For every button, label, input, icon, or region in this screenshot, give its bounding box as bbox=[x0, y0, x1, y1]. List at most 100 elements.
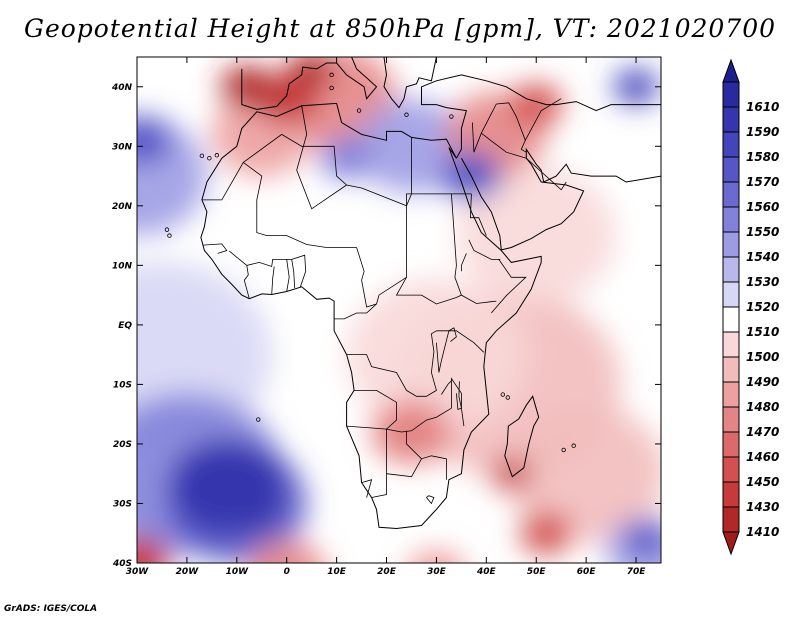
colorbar-swatch bbox=[722, 231, 740, 258]
island bbox=[329, 72, 334, 78]
colorbar-label: 1510 bbox=[746, 325, 779, 339]
colorbar-label: 1410 bbox=[746, 525, 779, 539]
lat-tick-label: 30S bbox=[113, 499, 132, 509]
colorbar-label: 1520 bbox=[746, 300, 779, 314]
border-line bbox=[456, 381, 462, 410]
lon-tick-label: 0 bbox=[284, 567, 290, 577]
island bbox=[329, 85, 334, 91]
height-feature bbox=[168, 439, 285, 533]
border-line bbox=[296, 105, 347, 210]
colorbar-label: 1550 bbox=[746, 225, 779, 239]
colorbar-swatch bbox=[722, 131, 740, 158]
colorbar-label: 1450 bbox=[746, 475, 779, 489]
axes: 30W 20W 10W 0 10E 20E 30E 40E 50E 60E 70E 40N 30N 20N… bbox=[111, 57, 661, 577]
colorbar-label: 1470 bbox=[746, 425, 779, 439]
colorbar-swatch bbox=[722, 456, 740, 483]
chart-title: Geopotential Height at 850hPa [gpm], VT:… bbox=[23, 14, 777, 43]
border-line bbox=[395, 137, 497, 305]
island bbox=[167, 233, 172, 238]
height-feature bbox=[371, 400, 452, 465]
border-line bbox=[356, 247, 407, 308]
colorbar-label: 1530 bbox=[746, 275, 779, 289]
plot-frame bbox=[136, 56, 662, 564]
island bbox=[164, 227, 170, 232]
border-line bbox=[202, 243, 228, 254]
height-feature bbox=[137, 116, 172, 165]
border-line bbox=[346, 425, 387, 498]
lon-tick-label: 20W bbox=[176, 567, 200, 577]
lon-tick-label: 10E bbox=[327, 567, 347, 577]
colorbar-swatch bbox=[722, 306, 740, 333]
island bbox=[256, 417, 261, 422]
lon-tick-label: 10W bbox=[226, 567, 250, 577]
europe-coastline bbox=[241, 57, 378, 110]
lon-tick-label: 60E bbox=[577, 567, 597, 577]
border-line bbox=[406, 430, 422, 460]
colorbar-top-arrow bbox=[722, 58, 740, 83]
height-feature bbox=[614, 69, 659, 105]
madagascar-coastline bbox=[504, 395, 540, 478]
colorbar-swatch bbox=[722, 481, 740, 508]
island bbox=[449, 114, 454, 119]
border-line bbox=[361, 479, 373, 498]
colorbar-label: 1590 bbox=[746, 125, 779, 139]
colorbar-swatch bbox=[722, 181, 740, 208]
border-line bbox=[386, 455, 447, 480]
island bbox=[571, 443, 576, 448]
border-line bbox=[472, 103, 497, 153]
colorbar-label: 1460 bbox=[746, 450, 779, 464]
height-feature bbox=[289, 57, 334, 87]
colorbar-swatch bbox=[722, 106, 740, 133]
balkans-coastline bbox=[383, 57, 437, 109]
colorbar-swatch bbox=[722, 156, 740, 183]
island bbox=[214, 153, 220, 158]
border-line bbox=[243, 162, 357, 248]
grads-credit: GrADS: IGES/COLA bbox=[4, 604, 98, 614]
lon-tick-label: 70E bbox=[627, 567, 647, 577]
lon-tick-label: 50E bbox=[527, 567, 547, 577]
colorbar-label: 1500 bbox=[746, 350, 779, 364]
colorbar-label: 1560 bbox=[746, 200, 779, 214]
lon-tick-label: 30W bbox=[126, 567, 150, 577]
island bbox=[199, 153, 205, 159]
colorbar-bottom-arrow bbox=[722, 531, 740, 556]
border-line bbox=[524, 98, 562, 141]
lat-tick-label: EQ bbox=[118, 321, 132, 331]
height-feature bbox=[220, 65, 273, 108]
lat-tick-label: 40S bbox=[112, 559, 132, 569]
colorbar-label: 1480 bbox=[746, 400, 779, 414]
border-line bbox=[461, 253, 467, 272]
colorbar-label: 1540 bbox=[746, 250, 779, 264]
border-line bbox=[346, 330, 437, 397]
border-line bbox=[451, 193, 462, 296]
island bbox=[207, 155, 212, 161]
lon-tick-label: 40E bbox=[476, 567, 497, 577]
border-line bbox=[490, 259, 527, 314]
colorbar-swatch bbox=[722, 506, 740, 533]
colorbar-swatch bbox=[722, 281, 740, 308]
border-line bbox=[481, 132, 567, 191]
border-line bbox=[436, 330, 485, 353]
height-field bbox=[137, 57, 661, 563]
height-feature bbox=[137, 537, 169, 563]
lat-tick-label: 10N bbox=[112, 261, 133, 271]
border-line bbox=[426, 495, 435, 505]
border-line bbox=[496, 102, 527, 153]
colorbar-label: 1490 bbox=[746, 375, 779, 389]
africa-coastline bbox=[200, 102, 542, 530]
lat-tick-label: 10S bbox=[113, 380, 132, 390]
border-line bbox=[291, 259, 296, 289]
island bbox=[561, 447, 566, 453]
colorbar-swatch bbox=[722, 381, 740, 408]
colorbar-swatch bbox=[722, 331, 740, 358]
colorbar-label: 1580 bbox=[746, 150, 779, 164]
border-line bbox=[441, 380, 452, 395]
arabia-coastline bbox=[421, 74, 661, 251]
island bbox=[500, 392, 506, 397]
border-line bbox=[468, 239, 501, 260]
colorbar-label: 1430 bbox=[746, 500, 779, 514]
lon-tick-label: 30E bbox=[427, 567, 447, 577]
lon-tick-label: 20E bbox=[377, 567, 397, 577]
colorbar-swatch bbox=[722, 356, 740, 383]
